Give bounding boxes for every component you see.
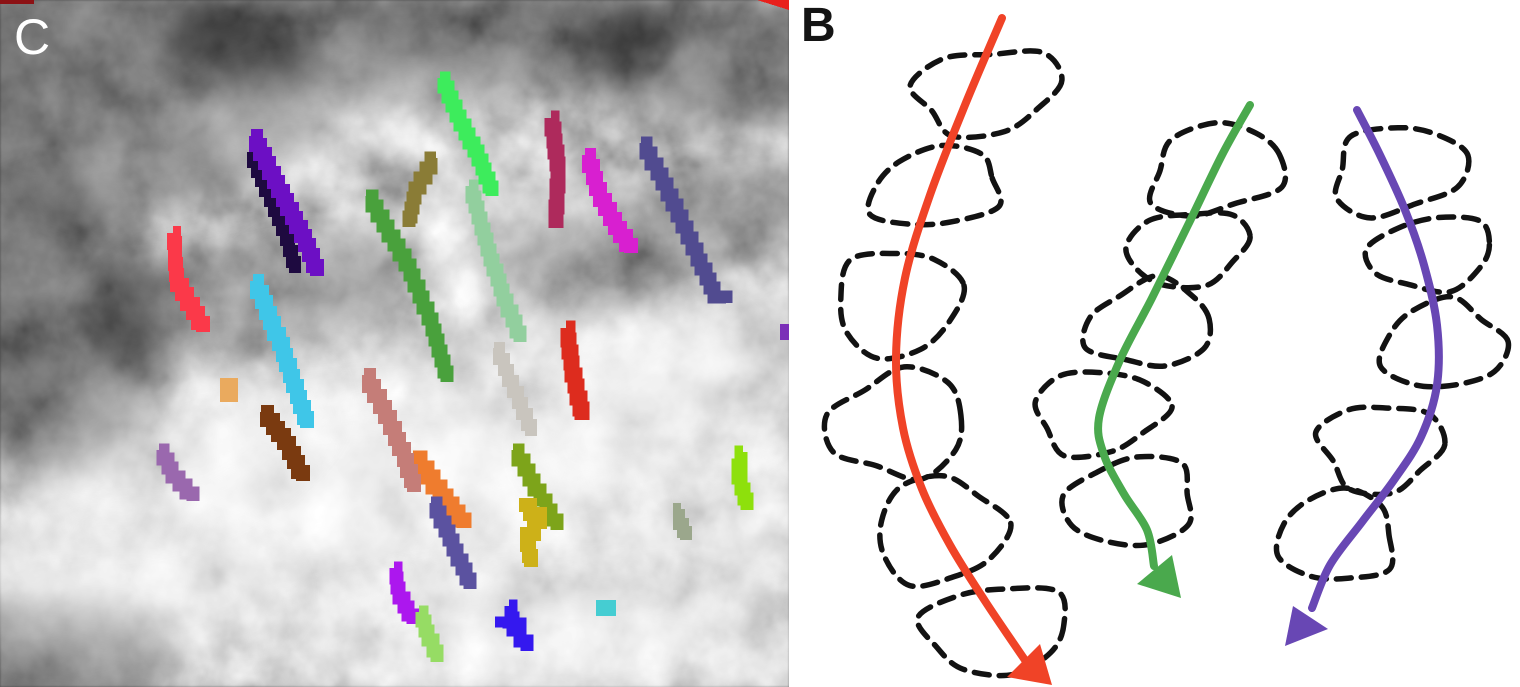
maroon-streak bbox=[544, 110, 566, 228]
fascicle-outline bbox=[907, 48, 1065, 141]
shading-clouds bbox=[0, 0, 789, 687]
chartreuse-streak bbox=[731, 445, 754, 510]
fascicle-outline bbox=[1376, 294, 1512, 390]
rosy-brown-streak bbox=[362, 368, 421, 492]
fascicle-outline bbox=[1332, 124, 1472, 221]
purple-trajectory-arrow bbox=[1308, 106, 1443, 612]
fascicle-outline bbox=[1273, 485, 1396, 582]
corner-red-wedge bbox=[757, 0, 789, 10]
green-trajectory-arrow bbox=[1094, 101, 1254, 570]
small-segment-marks bbox=[0, 0, 789, 616]
slate-blue-streak bbox=[639, 136, 733, 304]
sandy-square-mark bbox=[220, 378, 238, 402]
ultrasound-image-canvas bbox=[0, 0, 789, 687]
tracked-fascicle-segments bbox=[156, 71, 754, 662]
forest-green-streak bbox=[365, 189, 454, 382]
slate-blue-streak-2 bbox=[429, 496, 477, 589]
panel-b-label: B bbox=[801, 0, 836, 52]
panel-b-schematic: B bbox=[789, 0, 1520, 687]
fascicle-dashed-outlines bbox=[821, 48, 1512, 679]
purple-trajectory-arrow-head bbox=[1285, 606, 1328, 646]
fascicle-outline bbox=[1080, 272, 1214, 370]
panel-c-label: C bbox=[14, 9, 51, 65]
bright-violet-streak bbox=[389, 561, 420, 624]
green-trajectory-arrow-head bbox=[1137, 555, 1181, 598]
fascicle-outline bbox=[1312, 404, 1448, 498]
silver-streak bbox=[493, 342, 537, 436]
panel-c-ultrasound: C bbox=[0, 0, 789, 687]
pale-green-streak bbox=[465, 179, 527, 342]
blue-streak bbox=[504, 599, 534, 651]
red-trajectory-arrow-head bbox=[1007, 644, 1052, 685]
fascicle-outline bbox=[1059, 453, 1194, 549]
turquoise-mark bbox=[596, 600, 616, 616]
bright-green-streak bbox=[437, 71, 499, 196]
fascicle-outline bbox=[877, 472, 1014, 590]
deep-violet-streak bbox=[249, 129, 324, 276]
gray-green-streak bbox=[673, 503, 692, 540]
red-streak bbox=[560, 320, 590, 420]
navy-shadow-streak bbox=[247, 146, 301, 273]
blue-streak-bar bbox=[495, 616, 527, 629]
brown-streak bbox=[260, 405, 310, 481]
fascicle-outline bbox=[837, 250, 968, 362]
light-green-streak bbox=[415, 605, 444, 662]
medium-purple-streak bbox=[156, 443, 200, 501]
yellow-green-streak bbox=[511, 443, 564, 530]
fascicle-outline bbox=[1362, 214, 1493, 296]
fascicle-outline bbox=[1123, 210, 1253, 291]
schematic-canvas bbox=[821, 14, 1512, 685]
cyan-streak bbox=[250, 274, 314, 428]
fascicle-outline bbox=[821, 364, 965, 483]
orange-streak bbox=[412, 450, 472, 528]
olive-streak bbox=[402, 151, 438, 227]
fascicle-outline bbox=[865, 142, 1004, 228]
top-edge-sliver bbox=[0, 0, 34, 4]
magenta-streak bbox=[582, 148, 638, 253]
gold-streak bbox=[519, 498, 547, 567]
edge-purple-mark bbox=[780, 324, 789, 340]
pink-red-streak bbox=[167, 226, 210, 332]
fascicle-outline bbox=[1032, 369, 1175, 461]
trajectory-arrows bbox=[891, 14, 1443, 685]
red-trajectory-arrow bbox=[891, 14, 1031, 667]
